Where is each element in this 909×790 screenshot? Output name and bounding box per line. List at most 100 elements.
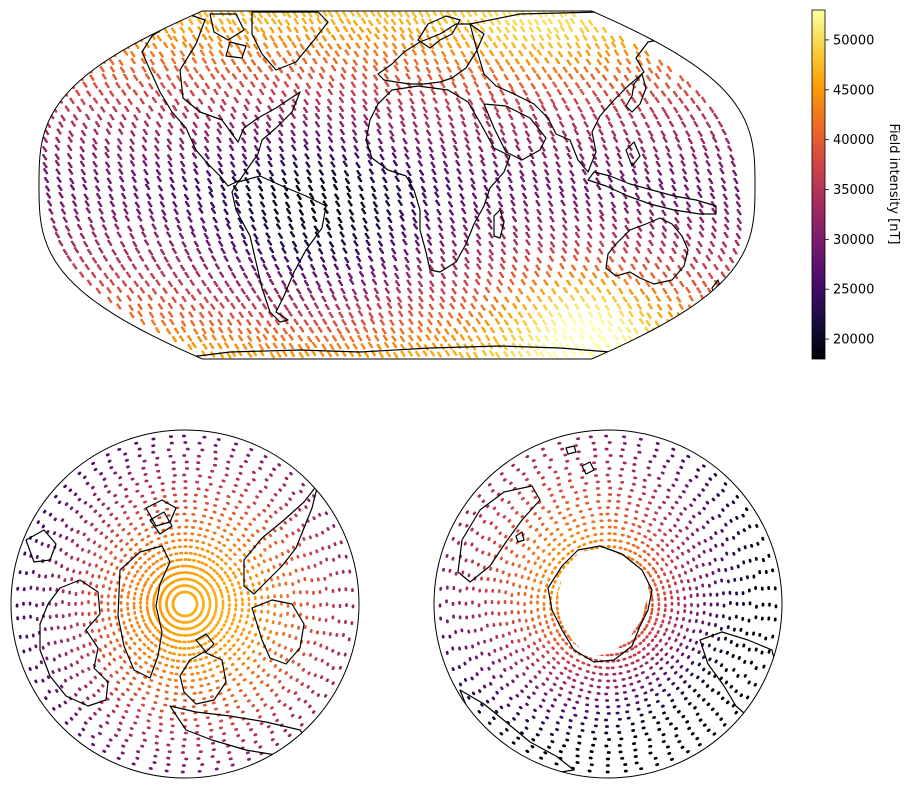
data-point: [189, 11, 193, 14]
data-point: [264, 220, 268, 223]
data-point: [374, 331, 378, 334]
data-point: [435, 188, 439, 192]
data-point: [280, 236, 283, 239]
data-point: [70, 140, 73, 143]
data-point: [390, 314, 394, 317]
data-point: [357, 45, 361, 49]
data-point: [181, 307, 185, 311]
data-point: [347, 330, 351, 334]
data-point: [425, 203, 428, 207]
data-point: [169, 37, 173, 41]
data-point: [71, 181, 75, 185]
data-point: [409, 291, 413, 294]
data-point: [122, 188, 126, 192]
data-point: [429, 322, 433, 326]
data-point: [502, 260, 506, 264]
data-point: [60, 195, 64, 199]
data-point: [498, 290, 502, 293]
data-point: [467, 45, 471, 48]
data-point: [137, 251, 141, 254]
data-point: [150, 307, 153, 310]
data-point: [346, 52, 350, 56]
data-point: [278, 226, 282, 230]
data-point: [216, 29, 220, 32]
global-data-points: [42, 11, 742, 359]
data-point: [240, 331, 243, 335]
data-point: [295, 15, 299, 19]
data-point: [367, 243, 371, 247]
data-point: [271, 30, 275, 34]
data-point: [97, 242, 100, 246]
data-point: [414, 52, 417, 56]
data-point: [131, 315, 135, 319]
data-point: [99, 267, 102, 271]
data-point: [288, 76, 292, 80]
data-point: [364, 102, 368, 105]
data-point: [430, 149, 434, 153]
data-point: [337, 14, 341, 18]
data-point: [324, 38, 327, 42]
data-point: [272, 188, 276, 192]
data-point: [357, 165, 361, 169]
data-point: [470, 70, 474, 74]
data-point: [404, 242, 408, 246]
data-point: [279, 274, 283, 278]
data-point: [452, 228, 456, 232]
data-point: [410, 345, 414, 349]
data-point: [483, 172, 487, 176]
data-point: [438, 23, 442, 26]
data-point: [229, 330, 233, 334]
data-point: [162, 274, 166, 278]
data-point: [329, 354, 333, 358]
data-point: [310, 258, 313, 262]
data-point: [95, 101, 99, 104]
data-point: [191, 228, 195, 232]
data-point: [208, 243, 211, 247]
data-point: [334, 298, 337, 301]
data-point: [98, 196, 102, 200]
data-point: [294, 244, 298, 248]
data-point: [490, 266, 494, 270]
data-point: [95, 85, 99, 89]
data-point: [248, 196, 252, 200]
data-point: [238, 211, 242, 214]
data-point: [327, 53, 331, 57]
data-point: [393, 339, 397, 342]
data-point: [515, 242, 519, 246]
data-point: [219, 39, 222, 42]
data-point: [58, 180, 62, 183]
data-point: [331, 291, 335, 295]
data-point: [424, 195, 427, 199]
data-point: [286, 290, 290, 293]
data-point: [109, 243, 113, 247]
data-point: [353, 110, 356, 114]
data-point: [137, 35, 141, 39]
data-point: [247, 298, 251, 302]
data-point: [253, 15, 257, 19]
data-point: [69, 82, 73, 86]
data-point: [237, 299, 241, 303]
data-point: [125, 77, 129, 80]
data-point: [128, 298, 132, 302]
data-point: [132, 54, 136, 58]
data-point: [134, 267, 137, 270]
data-point: [236, 100, 239, 104]
data-point: [480, 315, 484, 319]
data-point: [145, 94, 149, 97]
data-point: [158, 267, 161, 271]
data-point: [176, 331, 180, 334]
data-point: [478, 267, 482, 270]
data-point: [445, 164, 448, 167]
data-point: [88, 210, 91, 214]
data-point: [214, 220, 218, 224]
data-point: [279, 22, 283, 26]
data-point: [378, 347, 382, 351]
data-point: [337, 307, 341, 311]
data-point: [258, 298, 262, 302]
data-point: [220, 290, 223, 294]
data-point: [99, 117, 103, 121]
data-point: [353, 228, 356, 231]
data-point: [350, 315, 354, 319]
data-point: [253, 290, 257, 294]
data-point: [467, 323, 471, 327]
